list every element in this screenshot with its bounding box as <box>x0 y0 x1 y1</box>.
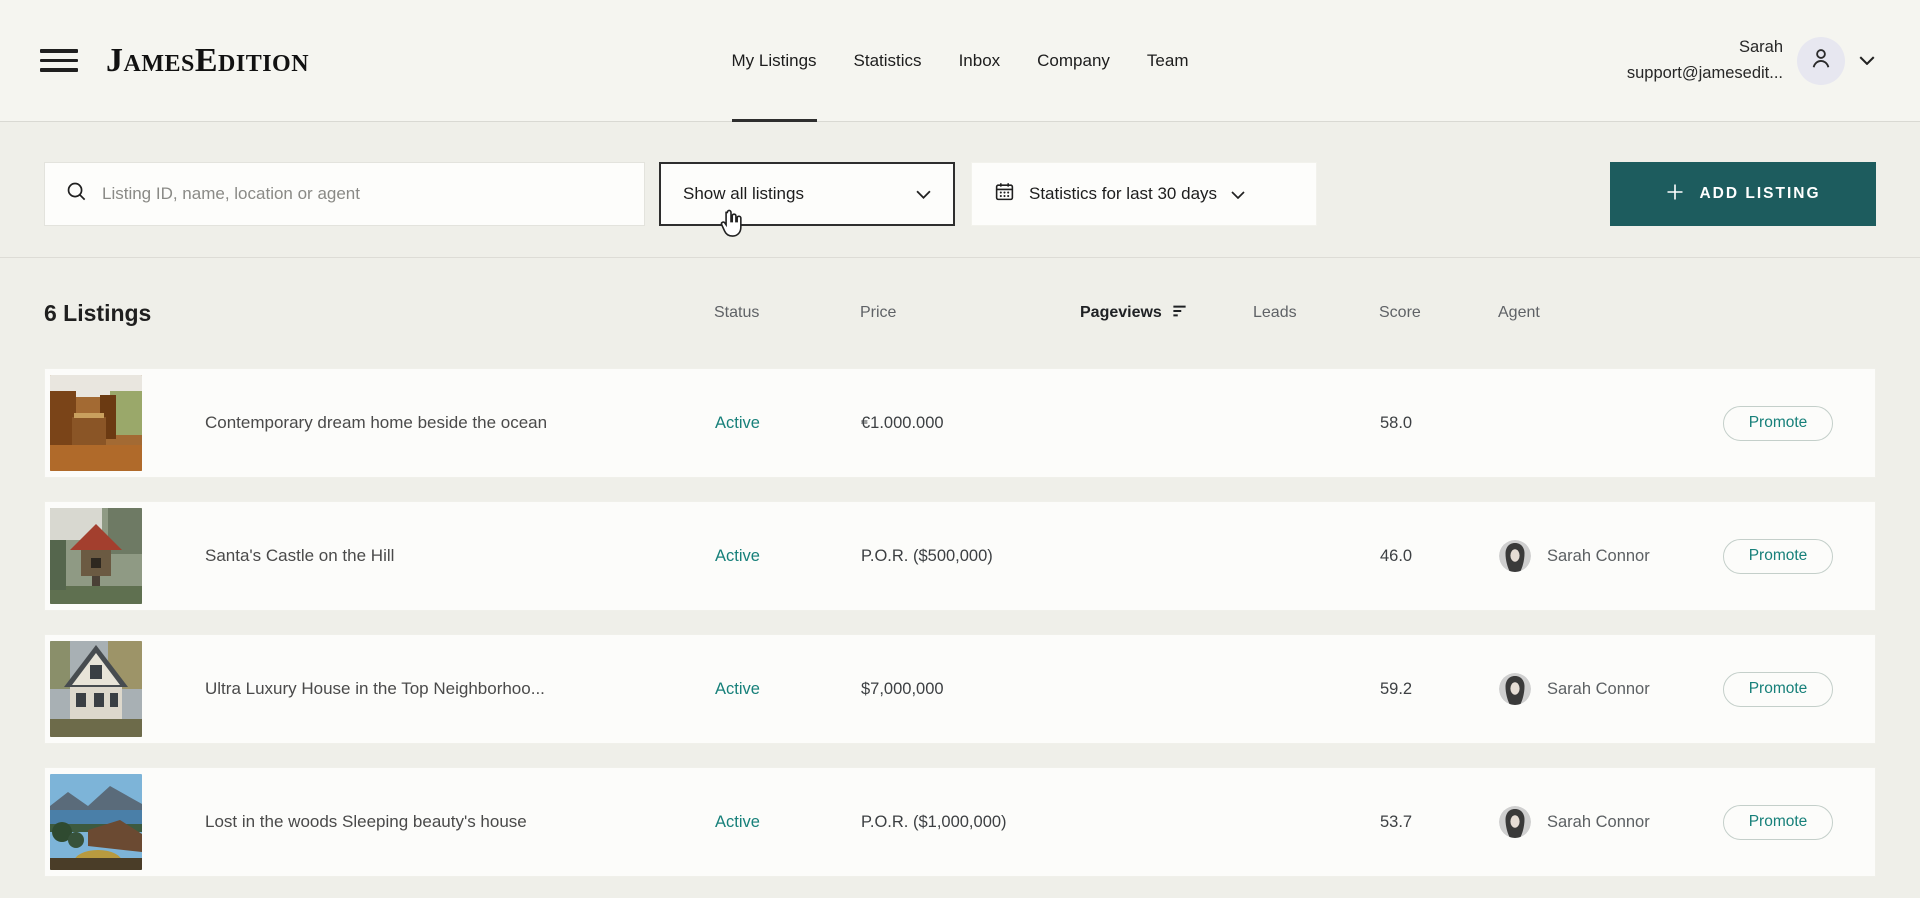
tab-team[interactable]: Team <box>1146 50 1189 70</box>
listing-score: 53.7 <box>1380 812 1413 831</box>
stats-period-value: Statistics for last 30 days <box>1029 184 1218 203</box>
listing-price: P.O.R. ($1,000,000) <box>861 812 1007 831</box>
top-header: JamesEdition My Listings Statistics Inbo… <box>0 0 1920 122</box>
person-icon <box>1808 45 1834 76</box>
listing-price: $7,000,000 <box>861 679 944 698</box>
promote-button[interactable]: Promote <box>1723 804 1833 840</box>
add-listing-button[interactable]: ADD LISTING <box>1610 162 1876 226</box>
listing-title[interactable]: Ultra Luxury House in the Top Neighborho… <box>205 679 545 698</box>
chevron-down-icon <box>916 184 931 204</box>
sort-descending-icon <box>1171 304 1188 323</box>
listings-section: 6 Listings Status Price Pageviews Leads … <box>0 258 1920 877</box>
search-input[interactable] <box>102 184 624 204</box>
user-avatar[interactable] <box>1797 36 1845 85</box>
menu-icon[interactable] <box>40 43 78 78</box>
status-badge: Active <box>715 679 760 698</box>
listing-score: 58.0 <box>1380 413 1413 432</box>
listing-score: 59.2 <box>1380 679 1413 698</box>
status-badge: Active <box>715 413 760 432</box>
listings-count: 6 Listings <box>44 299 152 326</box>
table-header-row: 6 Listings Status Price Pageviews Leads … <box>44 258 1876 368</box>
tab-my-listings[interactable]: My Listings <box>731 0 817 122</box>
user-menu[interactable]: Sarah support@jamesedit... <box>1627 35 1875 86</box>
listing-row[interactable]: Contemporary dream home beside the ocean… <box>44 368 1876 478</box>
listing-search[interactable] <box>44 162 645 226</box>
agent-avatar <box>1499 540 1531 572</box>
calendar-icon <box>994 181 1015 207</box>
listing-title[interactable]: Contemporary dream home beside the ocean <box>205 413 548 432</box>
promote-button[interactable]: Promote <box>1723 538 1833 574</box>
agent-avatar <box>1499 673 1531 705</box>
chevron-down-icon <box>1231 184 1245 204</box>
main-nav: My Listings Statistics Inbox Company Tea… <box>0 0 1920 122</box>
promote-button[interactable]: Promote <box>1723 671 1833 707</box>
agent-cell: Sarah Connor <box>1499 540 1706 572</box>
listings-filter-dropdown[interactable]: Show all listings <box>659 162 955 226</box>
agent-cell: Sarah Connor <box>1499 806 1706 838</box>
filter-toolbar: Show all listings Statistics for last 30… <box>0 122 1920 258</box>
listing-row[interactable]: Lost in the woods Sleeping beauty's hous… <box>44 767 1876 877</box>
listing-price: P.O.R. ($500,000) <box>861 546 993 565</box>
plus-icon <box>1665 182 1685 207</box>
stats-period-dropdown[interactable]: Statistics for last 30 days <box>971 162 1317 226</box>
listings-filter-value: Show all listings <box>683 184 804 203</box>
column-score[interactable]: Score <box>1379 304 1421 321</box>
user-email: support@jamesedit... <box>1626 63 1783 82</box>
listing-thumbnail[interactable] <box>50 508 142 604</box>
column-status[interactable]: Status <box>714 304 760 321</box>
promote-button[interactable]: Promote <box>1723 405 1833 441</box>
listing-thumbnail[interactable] <box>50 375 142 471</box>
listing-row[interactable]: Ultra Luxury House in the Top Neighborho… <box>44 634 1876 744</box>
agent-name: Sarah Connor <box>1547 546 1650 565</box>
column-agent[interactable]: Agent <box>1498 304 1540 321</box>
tab-company[interactable]: Company <box>1037 50 1110 70</box>
listing-title[interactable]: Lost in the woods Sleeping beauty's hous… <box>205 812 527 831</box>
agent-name: Sarah Connor <box>1547 679 1650 698</box>
listing-price: €1.000.000 <box>861 413 944 432</box>
listing-row[interactable]: Santa's Castle on the Hill Active P.O.R.… <box>44 501 1876 611</box>
chevron-down-icon[interactable] <box>1859 56 1875 65</box>
agent-cell: Sarah Connor <box>1499 673 1706 705</box>
agent-avatar <box>1499 806 1531 838</box>
agent-name: Sarah Connor <box>1547 812 1650 831</box>
status-badge: Active <box>715 812 760 831</box>
column-price[interactable]: Price <box>860 304 897 321</box>
column-leads[interactable]: Leads <box>1253 304 1297 321</box>
tab-statistics[interactable]: Statistics <box>853 50 922 70</box>
listing-thumbnail[interactable] <box>50 774 142 870</box>
user-name: Sarah <box>1738 37 1783 56</box>
listing-thumbnail[interactable] <box>50 641 142 737</box>
listing-score: 46.0 <box>1380 546 1413 565</box>
search-icon <box>65 180 88 208</box>
status-badge: Active <box>715 546 760 565</box>
jamesedition-logo[interactable]: JamesEdition <box>106 41 310 79</box>
column-pageviews[interactable]: Pageviews <box>1080 304 1253 323</box>
listing-title[interactable]: Santa's Castle on the Hill <box>205 546 395 565</box>
tab-inbox[interactable]: Inbox <box>958 50 1001 70</box>
